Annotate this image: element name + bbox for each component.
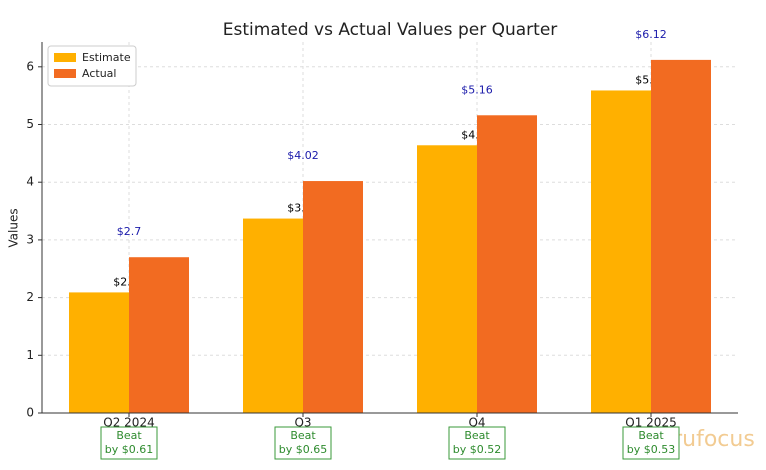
bar xyxy=(303,181,363,413)
value-label: $5.16 xyxy=(461,83,493,96)
y-tick-label: 2 xyxy=(26,290,34,304)
annotation-box xyxy=(274,426,332,460)
annotation: Beat xyxy=(464,429,490,442)
annotation: Beat xyxy=(638,429,664,442)
y-tick-label: 1 xyxy=(26,348,34,362)
y-tick-label: 5 xyxy=(26,117,34,131)
x-tick-label: Q1 2025 xyxy=(625,416,676,430)
value-label: $2.7 xyxy=(117,225,142,238)
chart-title: Estimated vs Actual Values per Quarter xyxy=(223,20,558,40)
legend-swatch xyxy=(54,69,76,78)
annotation-box xyxy=(100,426,158,460)
annotation: by $0.53 xyxy=(627,443,675,456)
bar xyxy=(243,218,303,413)
bar xyxy=(69,292,129,413)
annotation: Beat xyxy=(290,429,316,442)
bar xyxy=(477,115,537,413)
bar xyxy=(591,90,651,414)
y-axis-label: Values xyxy=(7,208,21,247)
x-tick-label: Q4 xyxy=(468,416,485,430)
x-tick-label: Q3 xyxy=(294,416,311,430)
y-tick-label: 6 xyxy=(26,59,34,73)
bar xyxy=(651,59,711,413)
annotation: by $0.61 xyxy=(105,443,153,456)
legend-label: Estimate xyxy=(82,51,131,64)
legend-label: Actual xyxy=(82,67,116,80)
annotation: by $0.65 xyxy=(279,443,327,456)
y-tick-label: 4 xyxy=(26,175,34,189)
annotation-box xyxy=(448,426,506,460)
y-tick-label: 0 xyxy=(26,406,34,420)
x-tick-label: Q2 2024 xyxy=(103,416,154,430)
annotation: by $0.52 xyxy=(453,443,501,456)
y-tick-label: 3 xyxy=(26,232,34,246)
legend-swatch xyxy=(54,53,76,62)
bar xyxy=(417,145,477,413)
annotation: Beat xyxy=(116,429,142,442)
annotation-box xyxy=(622,426,680,460)
bar xyxy=(129,257,189,413)
value-label: $4.02 xyxy=(287,149,319,162)
value-label: $6.12 xyxy=(635,28,667,41)
